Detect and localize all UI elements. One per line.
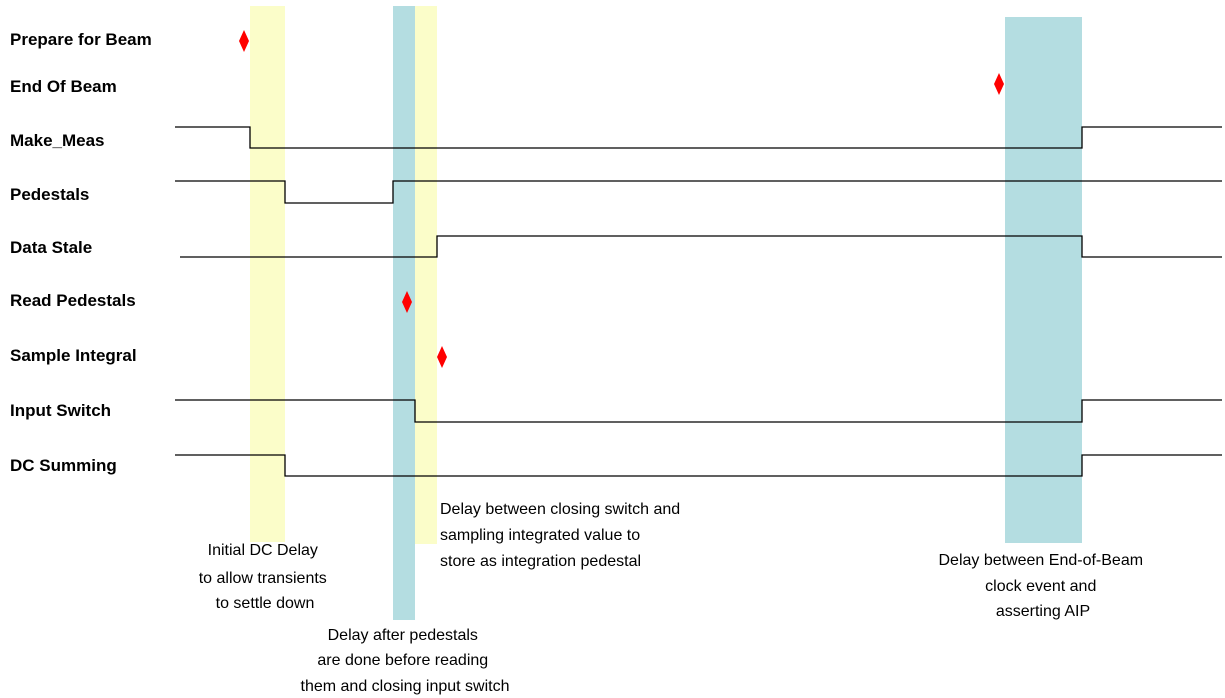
signal-label-prepare-for-beam: Prepare for Beam	[10, 30, 152, 49]
annotation-pedestal-delay: Delay after pedestals are done before re…	[301, 627, 510, 695]
waveform-data-stale	[180, 235, 1222, 258]
waveform-pedestals	[175, 180, 1222, 204]
annotation-line: Delay between closing switch and	[440, 501, 680, 518]
annotation-line: clock event and	[985, 578, 1096, 595]
annotation-initial-dc-delay: Initial DC Delay to allow transients to …	[199, 542, 332, 612]
switch-sampling-delay-band	[415, 6, 437, 544]
waveform-input-switch	[175, 399, 1222, 423]
event-marker-prepare-for-beam	[239, 30, 249, 52]
signal-label-data-stale: Data Stale	[10, 238, 92, 257]
annotation-line: asserting AIP	[996, 603, 1090, 620]
annotation-line: Initial DC Delay	[208, 542, 318, 559]
annotation-switch-sampling-delay: Delay between closing switch and samplin…	[440, 501, 685, 570]
end-of-beam-delay-band	[1005, 17, 1082, 543]
initial-dc-delay-band	[250, 6, 285, 542]
signal-label-sample-integral: Sample Integral	[10, 346, 137, 365]
annotation-line: Delay between End-of-Beam	[938, 552, 1143, 569]
annotation-line: them and closing input switch	[301, 678, 510, 695]
annotation-line: Delay after pedestals	[328, 627, 478, 644]
annotation-line: are done before reading	[317, 652, 488, 669]
event-marker-end-of-beam	[994, 73, 1004, 95]
annotation-end-of-beam-delay: Delay between End-of-Beam clock event an…	[938, 552, 1147, 620]
event-marker-read-pedestals	[402, 291, 412, 313]
annotation-line: sampling integrated value to	[440, 527, 640, 544]
pedestal-delay-band	[393, 6, 415, 620]
signal-label-dc-summing: DC Summing	[10, 456, 117, 475]
waveform-make-meas	[175, 126, 1222, 149]
event-marker-sample-integral	[437, 346, 447, 368]
signal-label-read-pedestals: Read Pedestals	[10, 291, 136, 310]
annotation-line: to allow transients	[199, 570, 327, 587]
waveform-dc-summing	[175, 454, 1222, 477]
annotation-line: to settle down	[216, 595, 315, 612]
signal-label-end-of-beam: End Of Beam	[10, 77, 117, 96]
signal-label-make-meas: Make_Meas	[10, 131, 105, 150]
annotation-line: store as integration pedestal	[440, 553, 641, 570]
signal-label-pedestals: Pedestals	[10, 185, 89, 204]
signal-label-input-switch: Input Switch	[10, 401, 111, 420]
